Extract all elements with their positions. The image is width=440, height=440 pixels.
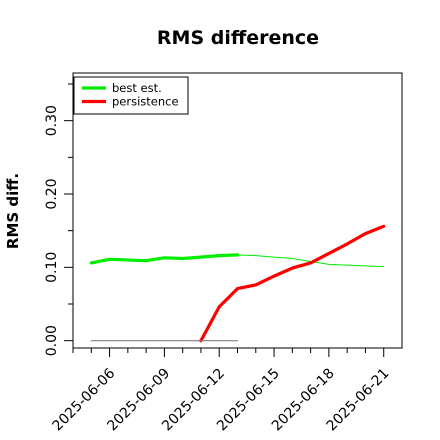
series-line bbox=[237, 254, 385, 268]
legend-entry: persistence bbox=[112, 95, 179, 109]
y-axis-label: RMS diff. bbox=[4, 173, 22, 249]
series-line bbox=[89, 253, 240, 265]
axes: 0.000.100.200.302025-06-062025-06-092025… bbox=[44, 72, 403, 434]
series-persistence bbox=[199, 224, 386, 343]
y-tick-label: 0.20 bbox=[44, 178, 60, 209]
y-tick-label: 0.00 bbox=[44, 325, 60, 356]
y-tick-label: 0.10 bbox=[44, 252, 60, 283]
legend: best est.persistence bbox=[73, 76, 189, 115]
chart-title: RMS difference bbox=[157, 27, 319, 49]
series-best-est- bbox=[89, 253, 385, 268]
legend-box bbox=[73, 76, 189, 115]
legend-entry: best est. bbox=[112, 81, 162, 95]
series-layer bbox=[89, 224, 386, 343]
series-line bbox=[199, 224, 386, 343]
y-tick-label: 0.30 bbox=[44, 105, 60, 136]
